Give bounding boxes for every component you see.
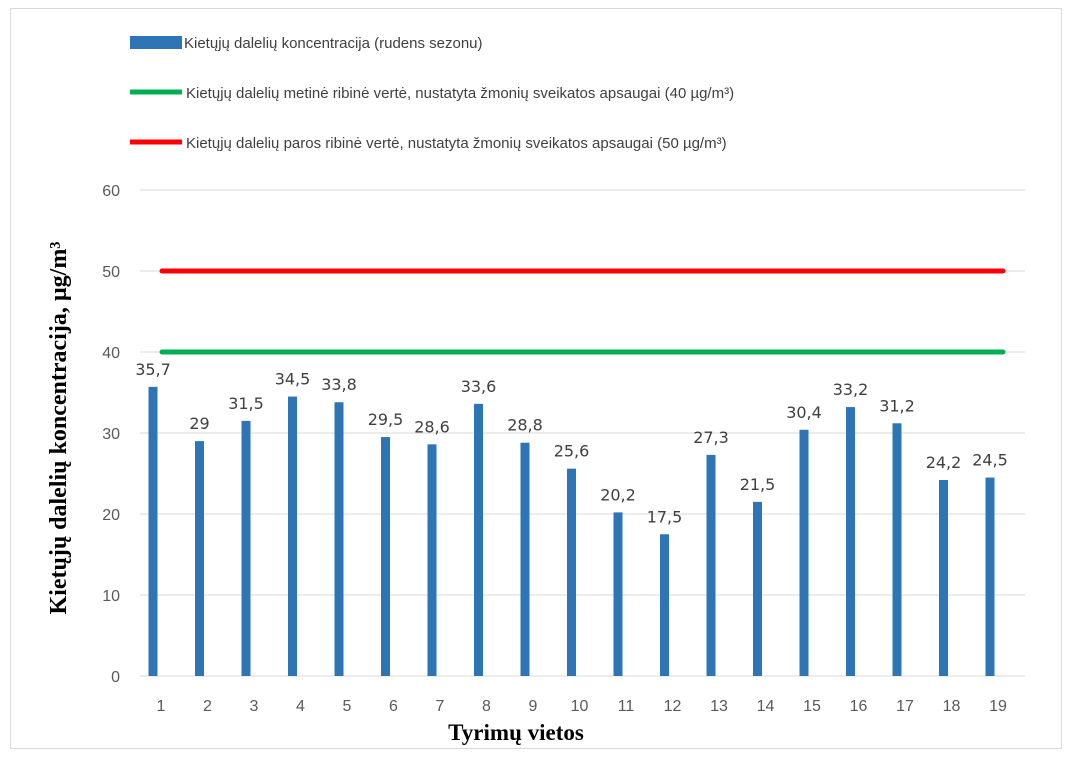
legend-item-concentration: Kietųjų dalelių koncentracija (rudens se… <box>130 35 483 52</box>
x-tick-label-2: 2 <box>203 698 212 715</box>
bar-6 <box>381 437 390 676</box>
x-tick-label-5: 5 <box>343 698 352 715</box>
bar-16 <box>846 407 855 676</box>
bar-2 <box>195 441 204 676</box>
bar-19 <box>985 477 995 676</box>
data-label-8: 33,6 <box>461 377 497 396</box>
data-label-1: 35,7 <box>135 360 171 379</box>
bar-12 <box>660 534 669 676</box>
y-tick-label-30: 30 <box>102 426 120 443</box>
legend-label-daily-limit: Kietųjų dalelių paros ribinė vertė, nust… <box>186 135 727 152</box>
bar-18 <box>939 479 948 676</box>
data-label-10: 25,6 <box>554 442 590 461</box>
data-label-4: 34,5 <box>275 370 311 389</box>
y-tick-label-20: 20 <box>102 507 120 524</box>
x-tick-label-6: 6 <box>389 698 398 715</box>
x-tick-label-9: 9 <box>529 698 538 715</box>
data-label-19: 24,5 <box>972 451 1008 470</box>
legend-label-annual-limit: Kietųjų dalelių metinė ribinė vertė, nus… <box>186 85 734 102</box>
y-tick-label-50: 50 <box>102 264 120 281</box>
x-tick-label-7: 7 <box>436 698 445 715</box>
data-label-11: 20,2 <box>600 485 636 504</box>
legend: Kietųjų dalelių koncentracija (rudens se… <box>130 35 734 152</box>
x-tick-label-4: 4 <box>296 698 305 715</box>
x-tick-label-15: 15 <box>803 698 821 715</box>
bar-7 <box>427 444 437 676</box>
bar-13 <box>706 454 716 676</box>
data-label-3: 31,5 <box>228 394 264 413</box>
data-label-9: 28,8 <box>507 416 543 435</box>
x-tick-label-16: 16 <box>850 698 868 715</box>
x-tick-label-1: 1 <box>157 698 166 715</box>
y-tick-label-40: 40 <box>102 345 120 362</box>
x-tick-label-12: 12 <box>664 698 682 715</box>
x-tick-label-19: 19 <box>989 698 1007 715</box>
x-tick-label-14: 14 <box>757 698 775 715</box>
data-labels: 35,7 29 31,5 34,5 33,8 29,5 28,6 33,6 28,8 25,6 20… <box>135 360 1008 526</box>
data-label-5: 33,8 <box>321 375 357 394</box>
data-label-17: 31,2 <box>879 396 915 415</box>
bar-3 <box>241 420 251 676</box>
bar-8 <box>474 403 483 676</box>
legend-label-concentration: Kietųjų dalelių koncentracija (rudens se… <box>184 35 483 52</box>
data-label-7: 28,6 <box>414 417 450 436</box>
data-label-2: 29 <box>189 414 209 433</box>
x-tick-label-13: 13 <box>710 698 728 715</box>
bars <box>148 386 995 676</box>
bar-10 <box>567 468 576 676</box>
bar-4 <box>288 396 297 676</box>
x-tick-label-8: 8 <box>482 698 491 715</box>
x-tick-label-11: 11 <box>618 698 635 715</box>
y-axis-title: Kietųjų dalelių koncentracija, µg/m³ <box>46 241 72 614</box>
limit-lines <box>159 268 1006 355</box>
x-tick-label-17: 17 <box>896 698 914 715</box>
x-tick-label-18: 18 <box>943 698 961 715</box>
data-label-18: 24,2 <box>926 453 962 472</box>
data-label-12: 17,5 <box>647 507 683 526</box>
bar-11 <box>613 512 623 676</box>
data-label-15: 30,4 <box>786 403 822 422</box>
bar-17 <box>892 423 902 676</box>
x-tick-label-10: 10 <box>571 698 589 715</box>
y-tick-label-10: 10 <box>102 588 120 605</box>
x-axis-tick-labels: 1 2 3 4 5 6 7 8 9 10 11 12 13 14 15 16 17 18 19 <box>157 698 1007 715</box>
data-label-16: 33,2 <box>833 380 869 399</box>
data-label-6: 29,5 <box>368 410 404 429</box>
y-tick-label-60: 60 <box>102 183 120 200</box>
data-label-13: 27,3 <box>693 428 729 447</box>
bar-1 <box>148 386 158 676</box>
y-tick-label-0: 0 <box>111 669 120 686</box>
gridlines <box>140 189 1025 677</box>
legend-item-daily-limit: Kietųjų dalelių paros ribinė vertė, nust… <box>130 135 727 152</box>
y-axis-tick-labels: 0 10 20 30 40 50 60 <box>102 183 120 686</box>
bar-5 <box>334 402 344 676</box>
chart-frame <box>10 8 1062 749</box>
data-label-14: 21,5 <box>740 475 776 494</box>
bar-9 <box>520 442 530 676</box>
legend-item-annual-limit: Kietųjų dalelių metinė ribinė vertė, nus… <box>130 85 734 102</box>
legend-swatch-concentration <box>130 36 182 49</box>
bar-15 <box>799 429 809 676</box>
x-axis-title: Tyrimų vietos <box>448 720 584 745</box>
x-tick-label-3: 3 <box>250 698 259 715</box>
bar-14 <box>753 501 762 676</box>
